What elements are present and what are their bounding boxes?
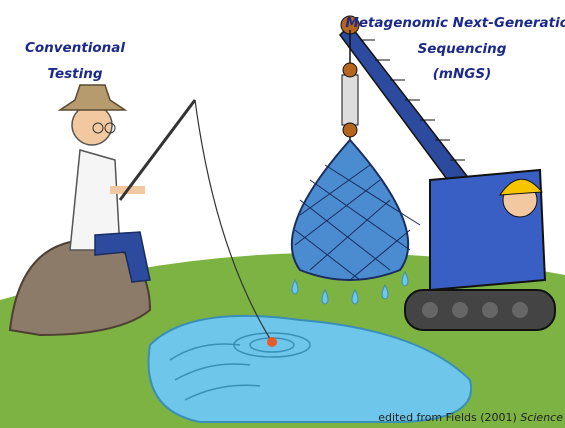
- net: [292, 140, 420, 280]
- label-right: Sequencing: [418, 41, 507, 57]
- page: Conventional Testing Metagenomic Next-Ge…: [0, 0, 565, 428]
- label-left: Conventional: [25, 40, 125, 56]
- bobber: [267, 337, 277, 347]
- illustration: Conventional Testing Metagenomic Next-Ge…: [0, 0, 565, 428]
- credit: edited from Fields (2001) Science: [378, 411, 563, 424]
- credit-text: edited from Fields (2001): [378, 411, 517, 424]
- label-left: Testing: [47, 66, 102, 82]
- label-right: (mNGS): [433, 66, 492, 82]
- credit-journal: Science: [520, 411, 563, 424]
- label-right: Metagenomic Next-Generation: [345, 15, 565, 31]
- fishing-rod: [120, 100, 195, 200]
